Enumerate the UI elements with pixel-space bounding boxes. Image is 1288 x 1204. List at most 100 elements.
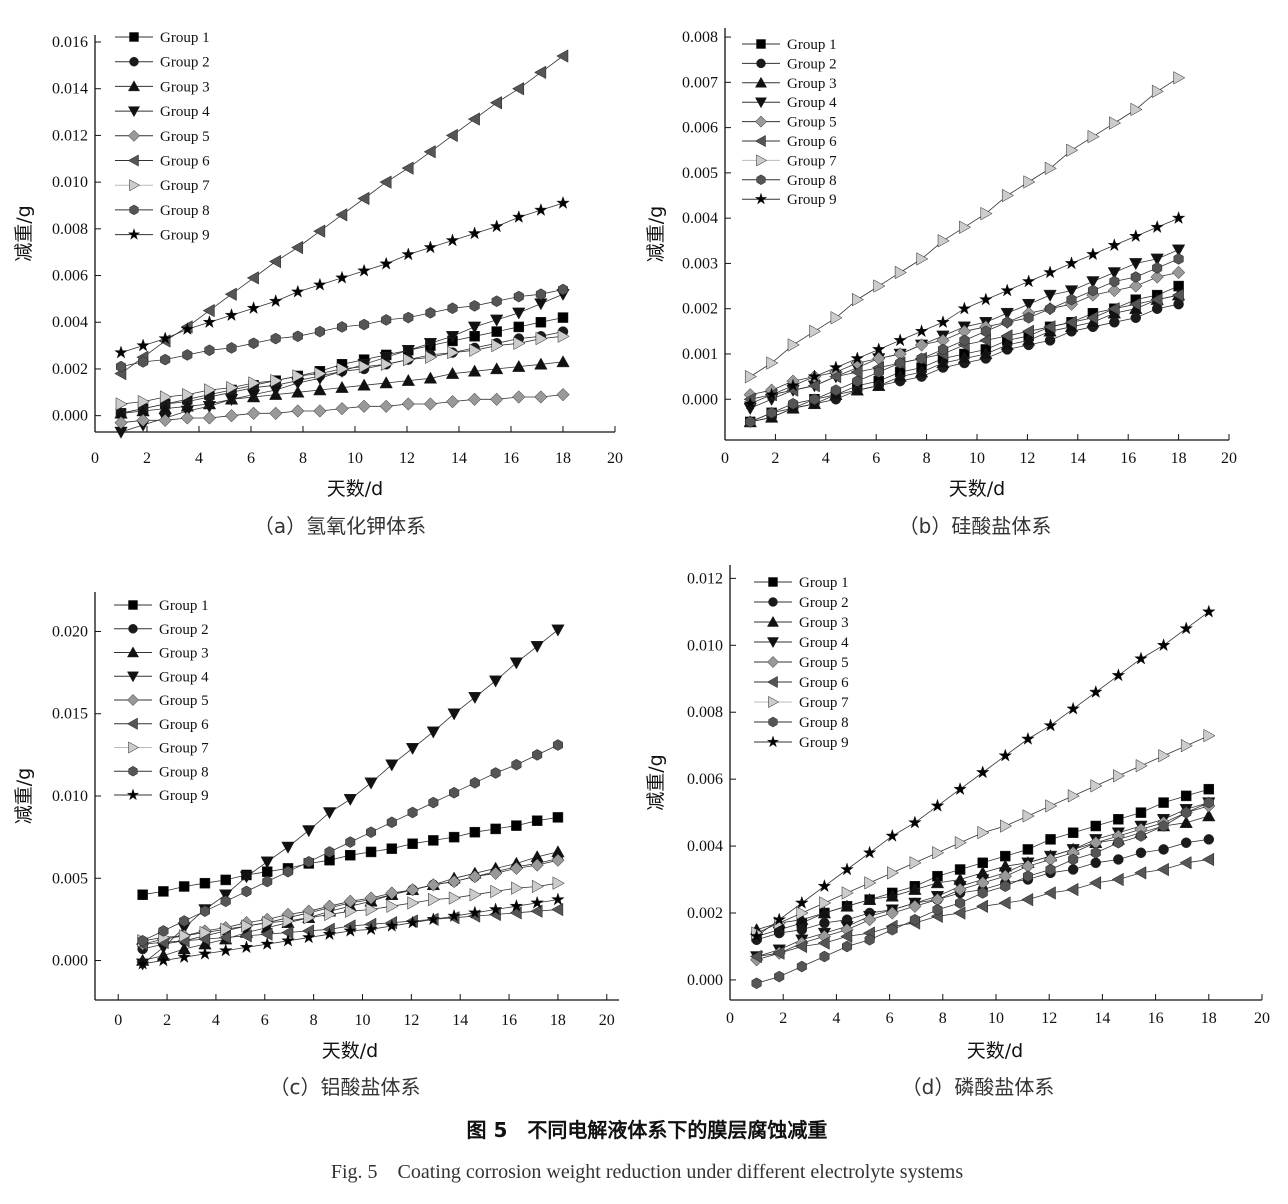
data-point [534, 357, 548, 370]
data-point [239, 871, 254, 884]
x-tick-label: 20 [599, 1012, 615, 1029]
data-point [448, 831, 460, 843]
data-point [556, 355, 570, 368]
data-point [467, 112, 480, 126]
x-tick-label: 18 [1201, 1010, 1217, 1027]
data-point [1088, 876, 1102, 890]
data-point [401, 373, 416, 386]
data-point [1064, 315, 1077, 329]
data-point [1090, 847, 1101, 859]
y-tick-label: 0.002 [52, 361, 88, 378]
data-point [512, 390, 526, 404]
legend-item: Group 2 [114, 622, 209, 638]
legend-item: Group 5 [114, 693, 209, 709]
data-point [447, 345, 460, 360]
data-point [182, 349, 193, 361]
data-point [774, 970, 785, 983]
data-point [447, 908, 462, 923]
data-point [324, 907, 337, 922]
y-tick-label: 0.008 [682, 29, 718, 46]
x-tick-label: 16 [501, 1012, 517, 1029]
data-point [202, 411, 217, 425]
data-point [1023, 175, 1036, 189]
data-point [303, 856, 314, 868]
data-point [1202, 809, 1216, 822]
x-tick-label: 2 [143, 450, 151, 467]
data-point [1203, 834, 1215, 845]
data-point [261, 915, 275, 930]
data-point [177, 949, 192, 964]
legend-marker-triangle-up-icon [766, 615, 780, 627]
data-point [1000, 819, 1013, 833]
data-point [1130, 271, 1141, 283]
data-point [445, 331, 460, 344]
data-point [428, 835, 439, 846]
data-point [336, 362, 349, 376]
data-point [1064, 285, 1079, 298]
data-point [977, 887, 988, 899]
data-point [1113, 769, 1126, 783]
data-point [197, 946, 212, 960]
legend-label: Group 8 [159, 764, 209, 780]
data-point [1171, 288, 1184, 302]
data-point [449, 786, 460, 799]
data-point [1021, 324, 1034, 339]
data-point [469, 826, 481, 838]
data-point [324, 846, 335, 858]
y-tick-label: 0.010 [52, 174, 88, 191]
data-point [220, 922, 233, 936]
legend-item: Group 8 [114, 764, 209, 780]
data-point [530, 895, 545, 909]
x-axis-label: 天数/d [967, 1040, 1023, 1062]
data-point [428, 892, 441, 907]
legend-item: Group 4 [114, 669, 209, 685]
data-point [786, 378, 800, 392]
data-point [405, 743, 420, 756]
data-point [407, 806, 418, 819]
legend-marker-star-icon [127, 227, 141, 240]
data-point [1044, 335, 1056, 346]
legend-item: Group 9 [754, 735, 849, 751]
data-point [469, 888, 482, 902]
data-point [1107, 267, 1122, 280]
data-point [795, 939, 808, 954]
legend-marker-circle-icon [128, 624, 138, 634]
data-point [290, 284, 305, 298]
legend-item: Group 3 [114, 646, 209, 662]
data-point [796, 960, 807, 973]
data-point [447, 302, 458, 314]
data-point [1086, 311, 1099, 325]
data-point [490, 392, 504, 406]
data-point [1109, 275, 1120, 288]
data-point [556, 49, 569, 63]
data-point [1109, 116, 1122, 130]
data-point [469, 777, 480, 789]
data-point [909, 856, 922, 870]
data-point [511, 82, 525, 96]
data-point [1000, 307, 1014, 321]
data-point [468, 692, 482, 705]
legend-label: Group 7 [160, 178, 210, 194]
data-point [357, 378, 371, 391]
y-tick-label: 0.006 [52, 268, 88, 285]
data-point [551, 624, 565, 637]
data-point [975, 765, 990, 779]
legend-label: Group 7 [159, 741, 209, 757]
legend-marker-star-icon [754, 192, 768, 205]
data-point [1111, 668, 1126, 682]
data-point [425, 350, 438, 364]
legend-item: Group 6 [115, 154, 210, 170]
data-point [552, 812, 564, 823]
data-point [1109, 317, 1120, 328]
legend-marker-hexagon-icon [756, 174, 766, 185]
data-point [345, 836, 356, 848]
data-point [772, 946, 785, 960]
y-tick-label: 0.004 [682, 210, 718, 227]
legend-marker-triangle-right-icon [756, 154, 768, 167]
data-point [1158, 844, 1169, 855]
data-point [345, 904, 358, 918]
legend-marker-triangle-right-icon [768, 695, 780, 709]
legend-marker-star-icon [126, 788, 140, 801]
data-point [1021, 298, 1036, 311]
data-point [241, 919, 254, 933]
